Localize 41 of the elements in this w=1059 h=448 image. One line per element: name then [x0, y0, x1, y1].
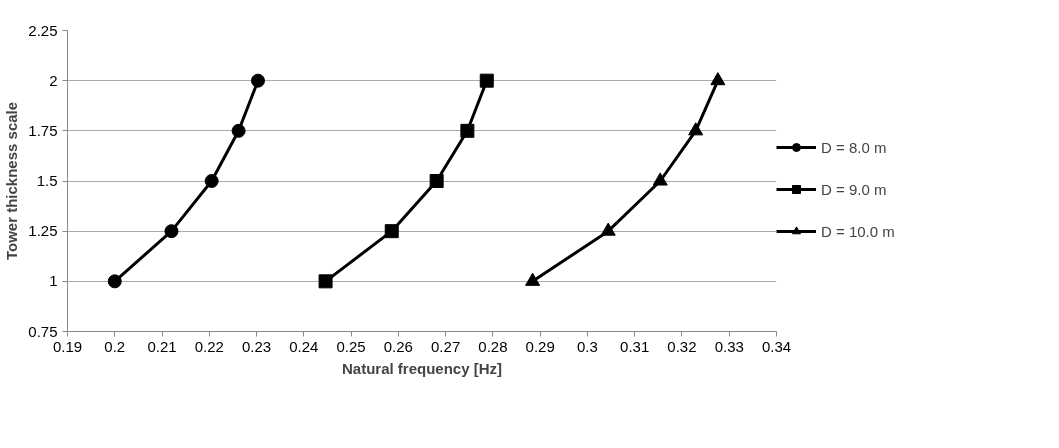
x-tick-label: 0.34: [761, 337, 792, 355]
x-tick-label: 0.24: [289, 337, 319, 355]
point: [164, 224, 179, 239]
point: [479, 73, 494, 88]
point: [318, 274, 333, 289]
y-tick-label: 1.75: [28, 121, 58, 139]
legend-label: D = 10.0 m: [821, 222, 895, 240]
x-tick-label: 0.31: [620, 337, 650, 355]
x-tick-label: 0.29: [525, 337, 555, 355]
point: [384, 224, 399, 239]
y-tick-label: 0.75: [28, 322, 58, 340]
x-axis-title: Natural frequency [Hz]: [341, 359, 503, 377]
y-tick-label: 2: [49, 71, 58, 89]
x-tick-label: 0.2: [104, 337, 126, 355]
point: [652, 172, 668, 186]
x-tick-label: 0.32: [667, 337, 697, 355]
point: [231, 123, 246, 138]
y-tick-label: 1.5: [36, 172, 58, 189]
point: [250, 73, 265, 88]
y-axis-title: Tower thickness scale: [3, 101, 21, 261]
legend-label: D = 9.0 m: [821, 180, 887, 198]
x-tick-label: 0.27: [431, 337, 461, 355]
x-tick-label: 0.28: [478, 337, 508, 355]
y-tick-label: 1: [49, 272, 58, 290]
point: [107, 274, 122, 289]
point: [204, 174, 219, 188]
x-tick-label: 0.23: [241, 337, 272, 355]
x-tick-label: 0.19: [52, 337, 83, 355]
x-tick-label: 0.26: [383, 337, 413, 355]
x-tick-label: 0.22: [194, 337, 224, 355]
legend-label: D = 8.0 m: [821, 138, 887, 156]
x-tick-label: 0.33: [714, 337, 744, 355]
y-tick-label: 2.25: [28, 21, 58, 39]
x-tick-label: 0.3: [577, 337, 598, 355]
point: [710, 72, 726, 86]
point: [429, 174, 444, 188]
y-tick-label: 1.25: [28, 222, 58, 240]
x-tick-label: 0.21: [147, 337, 177, 355]
x-tick-label: 0.25: [336, 337, 366, 355]
point: [688, 122, 704, 136]
point: [460, 123, 475, 138]
